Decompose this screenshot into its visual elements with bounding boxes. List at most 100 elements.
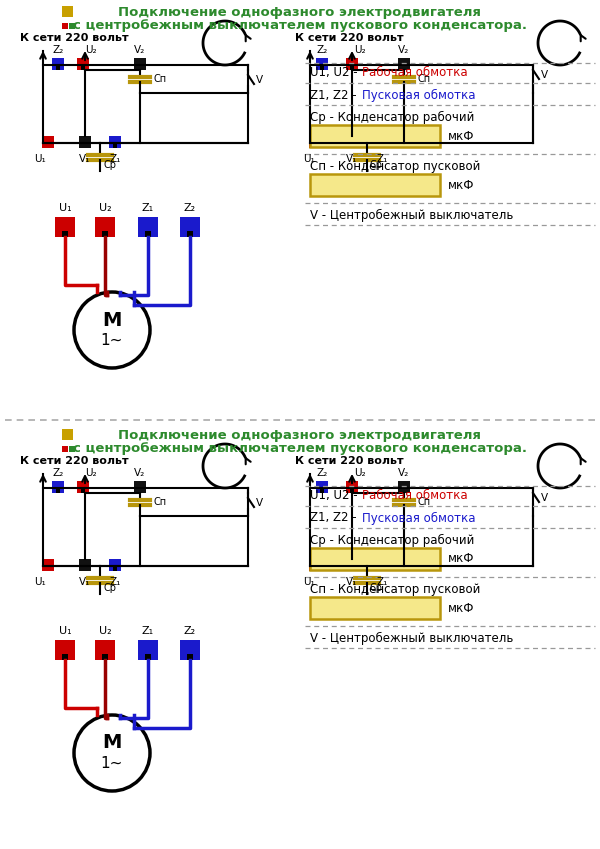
Text: Cп: Cп [153, 74, 166, 84]
Bar [113, 144, 117, 148]
Text: с центробежным выключателем пускового конденсатора.: с центробежным выключателем пускового ко… [73, 441, 527, 454]
Text: 1~: 1~ [101, 756, 123, 771]
Text: V₁: V₁ [79, 154, 91, 164]
Text: Cп: Cп [153, 497, 166, 507]
Bar [310, 174, 440, 196]
Text: Z₂: Z₂ [52, 45, 64, 55]
Bar [316, 481, 328, 493]
Bar [102, 654, 108, 660]
Text: Ср - Конденсатор рабочий: Ср - Конденсатор рабочий [310, 110, 475, 124]
Text: мкФ: мкФ [448, 553, 475, 565]
Bar [398, 481, 410, 493]
Text: К сети 220 вольт: К сети 220 вольт [20, 456, 128, 466]
Bar [346, 481, 358, 493]
Text: Z₂: Z₂ [184, 203, 196, 213]
Bar [145, 231, 151, 237]
Bar [56, 489, 60, 493]
Text: V: V [256, 498, 263, 508]
Bar [62, 6, 73, 17]
Bar [376, 136, 388, 148]
Bar [187, 654, 193, 660]
Text: V - Центробежный выключатель: V - Центробежный выключатель [310, 632, 514, 644]
Text: V₁: V₁ [346, 154, 358, 164]
Bar [62, 231, 68, 237]
Bar [376, 559, 388, 571]
Bar [62, 654, 68, 660]
Text: U₁: U₁ [59, 203, 71, 213]
Text: Z₂: Z₂ [184, 626, 196, 636]
Bar [138, 217, 158, 237]
Text: Z₂: Z₂ [316, 45, 328, 55]
Bar [398, 58, 410, 70]
Text: Рабочая обмотка: Рабочая обмотка [362, 65, 467, 78]
Text: U₁: U₁ [303, 577, 315, 587]
Bar [62, 446, 68, 452]
Text: M: M [103, 311, 122, 329]
Text: К сети 220 вольт: К сети 220 вольт [295, 33, 404, 43]
Text: Z₂: Z₂ [316, 468, 328, 478]
Bar [380, 567, 384, 571]
Bar [310, 597, 440, 619]
Text: U1, U2 -: U1, U2 - [310, 65, 361, 78]
Text: Z₁: Z₁ [142, 626, 154, 636]
Bar [180, 217, 200, 237]
Text: V: V [256, 75, 263, 85]
Bar [309, 559, 321, 571]
Text: V₂: V₂ [134, 45, 146, 55]
Bar [346, 136, 358, 148]
Bar [62, 429, 73, 440]
Text: Сп - Конденсатор пусковой: Сп - Конденсатор пусковой [310, 582, 481, 595]
Bar [134, 481, 146, 493]
Text: Подключение однофазного электродвигателя: Подключение однофазного электродвигателя [119, 429, 482, 441]
Text: M: M [103, 734, 122, 752]
Bar [380, 144, 384, 148]
Bar [69, 446, 75, 452]
Text: V: V [541, 70, 548, 80]
Text: 1~: 1~ [101, 333, 123, 347]
Bar [109, 136, 121, 148]
Text: U₁: U₁ [34, 577, 46, 587]
Text: Z₂: Z₂ [52, 468, 64, 478]
Text: Cп: Cп [417, 74, 430, 84]
Text: К сети 220 вольт: К сети 220 вольт [295, 456, 404, 466]
Text: U1, U2 -: U1, U2 - [310, 488, 361, 502]
Text: Z₁: Z₁ [376, 154, 388, 164]
Bar [187, 231, 193, 237]
Text: V₂: V₂ [398, 468, 410, 478]
Bar [309, 136, 321, 148]
Text: Cп: Cп [417, 497, 430, 507]
Bar [77, 58, 89, 70]
Bar [350, 66, 354, 70]
Bar [55, 217, 75, 237]
Bar [81, 66, 85, 70]
Bar [79, 136, 91, 148]
Bar [56, 66, 60, 70]
Text: U₂: U₂ [98, 203, 112, 213]
Bar [95, 217, 115, 237]
Text: V: V [541, 493, 548, 503]
Text: U₂: U₂ [354, 468, 365, 478]
Bar [113, 567, 117, 571]
Text: U₁: U₁ [59, 626, 71, 636]
Text: мкФ: мкФ [448, 601, 475, 615]
Text: Z1, Z2 -: Z1, Z2 - [310, 88, 361, 102]
Text: U₂: U₂ [354, 45, 365, 55]
Text: Cр: Cр [370, 160, 383, 170]
Bar [55, 640, 75, 660]
Bar [346, 58, 358, 70]
Text: мкФ: мкФ [448, 130, 475, 143]
Bar [109, 559, 121, 571]
Text: V₂: V₂ [134, 468, 146, 478]
Bar [316, 58, 328, 70]
Text: U₂: U₂ [85, 468, 97, 478]
Bar [69, 23, 75, 29]
Text: U₂: U₂ [85, 45, 97, 55]
Text: U₂: U₂ [98, 626, 112, 636]
Text: V₁: V₁ [79, 577, 91, 587]
Bar [320, 66, 324, 70]
Bar [79, 559, 91, 571]
Text: Cр: Cр [103, 160, 116, 170]
Text: U₁: U₁ [34, 154, 46, 164]
Bar [310, 125, 440, 147]
Text: Ср - Конденсатор рабочий: Ср - Конденсатор рабочий [310, 533, 475, 547]
